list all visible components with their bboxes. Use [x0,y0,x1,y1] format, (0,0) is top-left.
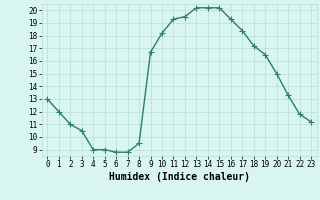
X-axis label: Humidex (Indice chaleur): Humidex (Indice chaleur) [109,172,250,182]
